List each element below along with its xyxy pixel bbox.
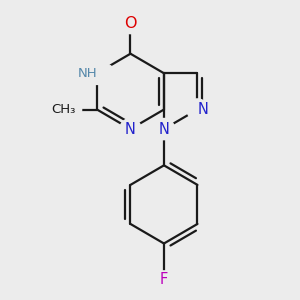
Text: N: N <box>125 122 136 136</box>
Text: F: F <box>160 272 168 287</box>
Text: N: N <box>158 122 169 136</box>
Ellipse shape <box>45 98 82 121</box>
Text: O: O <box>124 16 137 31</box>
Ellipse shape <box>155 271 173 289</box>
Text: N: N <box>197 102 208 117</box>
Ellipse shape <box>120 118 141 140</box>
Text: NH: NH <box>77 67 97 80</box>
Ellipse shape <box>187 99 208 120</box>
Ellipse shape <box>120 12 141 34</box>
Ellipse shape <box>153 118 175 140</box>
Ellipse shape <box>79 62 115 84</box>
Text: CH₃: CH₃ <box>51 103 76 116</box>
